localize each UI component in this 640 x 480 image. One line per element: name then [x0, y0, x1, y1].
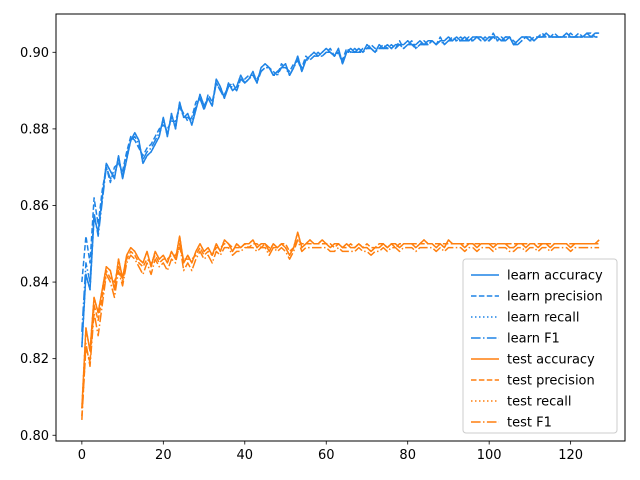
- x-tick-label: 20: [155, 448, 172, 463]
- x-axis: 0 20 40 60 80 100 120: [78, 441, 583, 463]
- x-tick-label: 120: [558, 448, 583, 463]
- y-tick-label: 0.84: [20, 276, 49, 291]
- legend-label: learn precision: [507, 290, 603, 305]
- series-line-3: [81, 36, 600, 332]
- series-line-7: [81, 239, 600, 420]
- legend-label: learn accuracy: [507, 269, 603, 284]
- y-tick-label: 0.80: [20, 429, 49, 444]
- x-tick-label: 60: [318, 448, 335, 463]
- legend-label: learn F1: [507, 332, 560, 347]
- legend-label: test precision: [507, 374, 595, 389]
- series-line-6: [81, 231, 600, 409]
- y-tick-label: 0.90: [20, 46, 49, 61]
- series-layer: [81, 32, 600, 420]
- y-tick-label: 0.86: [20, 199, 49, 214]
- legend-label: learn recall: [507, 311, 579, 326]
- y-tick-label: 0.82: [20, 352, 49, 367]
- series-line-5: [81, 239, 600, 417]
- x-tick-label: 40: [237, 448, 254, 463]
- x-tick-label: 0: [78, 448, 86, 463]
- y-axis: 0.80 0.82 0.84 0.86 0.88 0.90: [20, 46, 56, 444]
- legend-label: test recall: [507, 395, 572, 410]
- legend-label: test accuracy: [507, 353, 595, 368]
- legend-label: test F1: [507, 416, 552, 431]
- legend-frame: [462, 258, 618, 434]
- x-tick-label: 80: [399, 448, 416, 463]
- x-tick-label: 100: [477, 448, 502, 463]
- plot-frame: [55, 13, 626, 442]
- legend: learn accuracy learn precision learn recal…: [462, 258, 618, 434]
- y-tick-label: 0.88: [20, 122, 49, 137]
